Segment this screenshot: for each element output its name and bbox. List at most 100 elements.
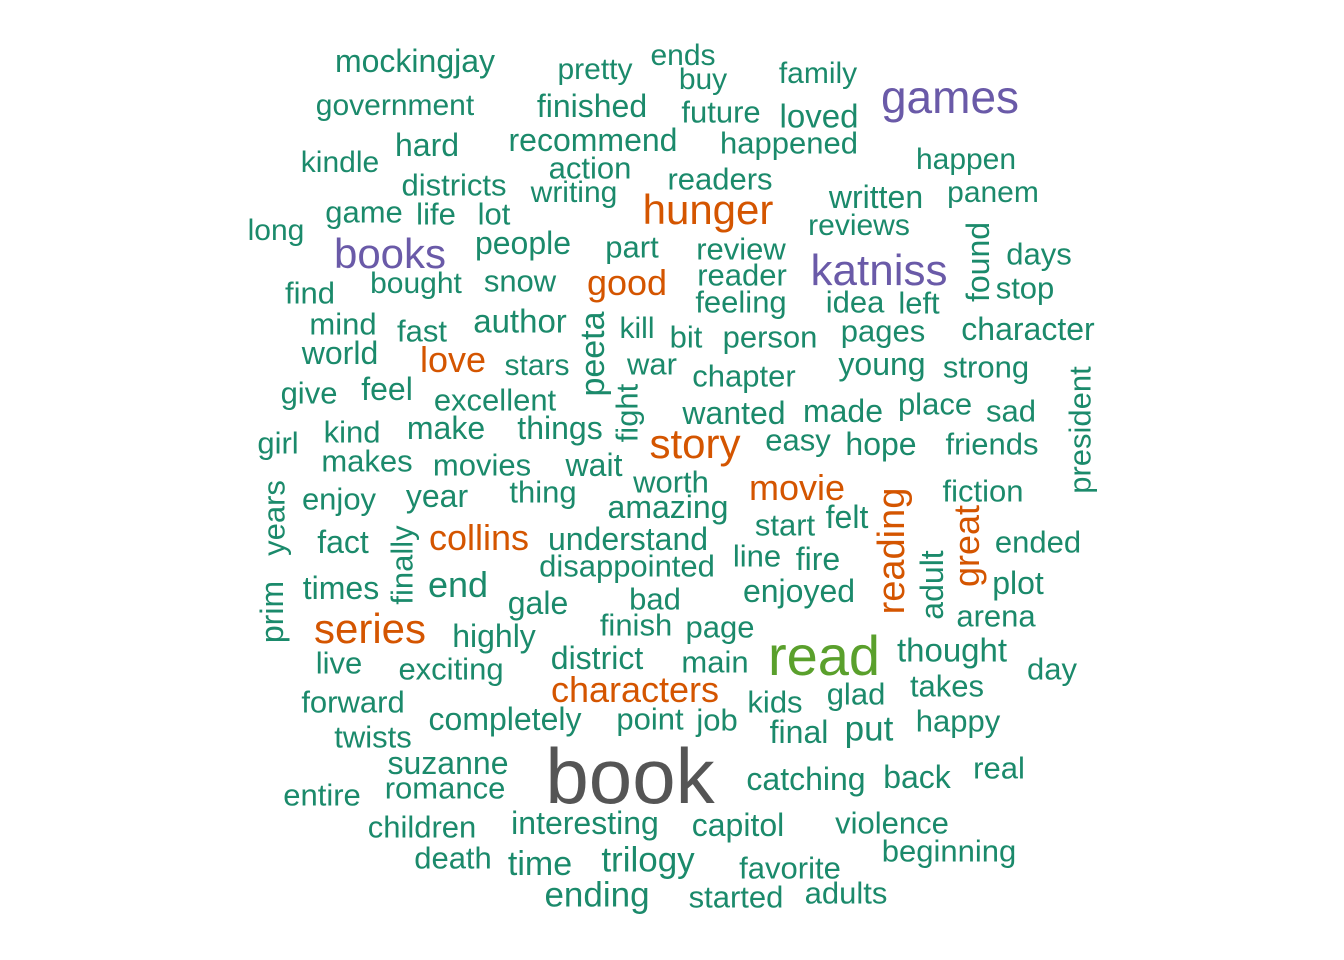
word: entire	[283, 777, 361, 813]
word: start	[754, 507, 816, 543]
word: reader	[697, 257, 787, 293]
word: find	[285, 275, 335, 311]
word: catching	[746, 761, 866, 797]
word: capitol	[691, 807, 785, 843]
word: bought	[370, 267, 462, 300]
word: fast	[397, 313, 447, 349]
word: strong	[942, 349, 1030, 385]
word: put	[844, 709, 894, 749]
word: twists	[334, 719, 412, 755]
word: wait	[565, 447, 623, 483]
word: chapter	[692, 358, 796, 394]
word: peeta	[574, 311, 612, 397]
word: characters	[550, 669, 720, 710]
word: katniss	[810, 246, 948, 295]
word: worth	[633, 464, 709, 500]
word: fight	[609, 383, 645, 443]
word: book	[545, 732, 715, 820]
word: years	[256, 480, 292, 556]
word: takes	[909, 668, 985, 704]
word: movies	[432, 447, 532, 483]
word: good	[586, 262, 668, 303]
word: finished	[536, 88, 648, 124]
word: kids	[747, 684, 803, 720]
word: written	[828, 179, 924, 215]
word: back	[883, 759, 951, 795]
word: young	[838, 346, 926, 382]
word: thought	[896, 631, 1008, 669]
word: page	[685, 609, 755, 645]
word: story	[649, 420, 741, 467]
word: idea	[825, 284, 885, 320]
word: life	[416, 196, 456, 232]
word: recommend	[508, 122, 678, 158]
word: make	[406, 410, 486, 446]
word: violence	[835, 805, 949, 841]
word: understand	[547, 521, 709, 557]
word: final	[769, 714, 829, 750]
word: reading	[871, 487, 913, 615]
word: trilogy	[601, 840, 695, 880]
word: highly	[452, 618, 536, 654]
word: future	[681, 94, 761, 130]
word: death	[414, 840, 492, 876]
word: writing	[530, 176, 618, 209]
word: mind	[309, 306, 377, 342]
word: things	[517, 410, 603, 446]
word: loved	[779, 97, 859, 135]
word: books	[333, 230, 447, 277]
word: fact	[317, 524, 369, 560]
word: times	[302, 570, 380, 606]
word: hard	[394, 127, 460, 163]
word: girl	[257, 425, 299, 461]
word: collins	[428, 517, 530, 558]
word: bad	[629, 581, 681, 617]
word: reviews	[808, 209, 910, 242]
word: favorite	[739, 850, 841, 886]
word: main	[681, 644, 749, 680]
word: suzanne	[387, 745, 509, 781]
word: makes	[321, 443, 413, 479]
word: adult	[914, 550, 950, 620]
word: completely	[428, 701, 582, 737]
word: give	[280, 375, 338, 411]
word: wanted	[682, 395, 786, 431]
word: readers	[667, 161, 773, 197]
word: series	[313, 605, 427, 652]
word: thing	[509, 474, 577, 510]
word: friends	[945, 426, 1039, 462]
word: government	[315, 89, 475, 122]
word: line	[732, 538, 782, 574]
word: real	[973, 750, 1025, 786]
word: part	[605, 229, 659, 265]
word: game	[325, 194, 403, 230]
word: person	[722, 319, 818, 355]
word: family	[778, 57, 858, 90]
word: ending	[544, 875, 650, 915]
word: movie	[748, 467, 846, 508]
word: people	[474, 225, 572, 261]
word: started	[688, 879, 784, 915]
word: exciting	[398, 651, 504, 687]
word: place	[897, 386, 973, 422]
word: ended	[994, 524, 1082, 560]
word: review	[696, 231, 786, 267]
word: author	[473, 302, 567, 340]
word: gale	[507, 585, 569, 621]
word: finish	[599, 607, 673, 643]
word: disappointed	[539, 548, 715, 584]
word: excellent	[433, 382, 557, 418]
word: happy	[915, 703, 1001, 739]
word: felt	[825, 499, 869, 535]
word: point	[616, 701, 684, 737]
word: world	[301, 335, 379, 371]
word: war	[627, 346, 677, 382]
word: prim	[254, 580, 290, 644]
word: easy	[765, 422, 831, 458]
word: snow	[483, 263, 557, 299]
word: character	[961, 311, 1095, 347]
word: lot	[477, 196, 511, 232]
word: buy	[678, 63, 728, 96]
word: children	[367, 809, 477, 845]
word: beginning	[881, 833, 1017, 869]
